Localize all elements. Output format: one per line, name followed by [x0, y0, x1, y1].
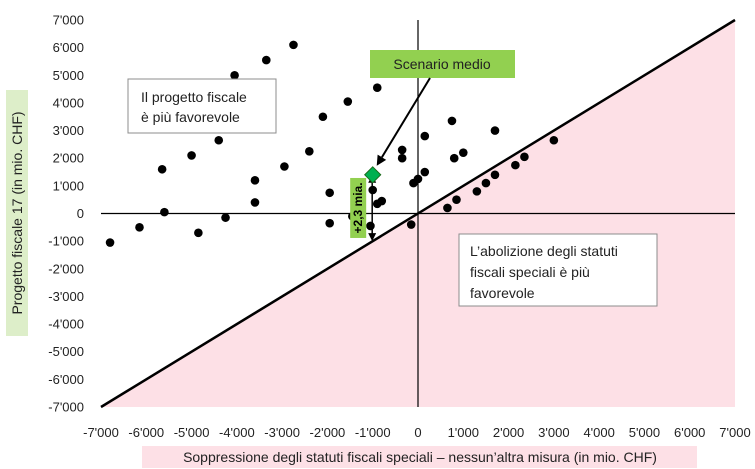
data-point	[194, 228, 203, 238]
annotation-scenario: Scenario medio	[370, 50, 515, 166]
data-point	[135, 223, 144, 232]
bracket-label: +2,3 mia.	[351, 182, 365, 233]
x-tick-label: -1'000	[355, 425, 391, 440]
y-tick-label: 4'000	[53, 95, 84, 110]
data-point	[490, 170, 500, 180]
y-tick-label: -5'000	[48, 344, 84, 359]
y-tick-label: -1'000	[48, 234, 84, 249]
data-point	[221, 213, 230, 222]
y-tick-label: 1'000	[53, 178, 84, 193]
data-point	[420, 167, 430, 177]
data-point	[377, 196, 387, 206]
x-tick-label: 1'000	[448, 425, 479, 440]
x-axis-label: Soppressione degli statuti fiscali speci…	[183, 449, 657, 465]
y-tick-label: -6'000	[48, 372, 84, 387]
data-point	[157, 164, 167, 174]
bracket-arrowhead-bottom	[368, 233, 377, 242]
x-tick-label: -2'000	[310, 425, 346, 440]
data-point	[458, 148, 468, 157]
data-point	[289, 40, 298, 50]
x-tick-label: -5'000	[174, 425, 210, 440]
scenario-marker	[364, 166, 382, 184]
x-tick-label: -4'000	[219, 425, 255, 440]
x-tick-label: 3'000	[538, 425, 569, 440]
data-point	[413, 174, 423, 184]
annotation-bottom-right-line2: fiscali speciali è più	[470, 264, 590, 280]
y-tick-label: 2'000	[53, 151, 84, 166]
y-tick-label: -7'000	[48, 400, 84, 415]
data-point	[160, 207, 169, 217]
data-point	[187, 151, 196, 160]
data-point	[366, 221, 375, 231]
data-point	[250, 198, 260, 207]
data-point	[261, 55, 271, 65]
x-tick-label: 7'000	[719, 425, 750, 440]
data-point	[305, 147, 314, 156]
data-point	[549, 135, 559, 145]
y-tick-label: -2'000	[48, 261, 84, 276]
data-point	[511, 160, 520, 170]
x-axis-title: Soppressione degli statuti fiscali speci…	[142, 446, 697, 468]
x-tick-labels: -7'000 -6'000 -5'000 -4'000 -3'000 -2'000 -1'0…	[83, 425, 751, 440]
x-tick-label: 2'000	[493, 425, 524, 440]
bracket-label-box	[350, 177, 367, 238]
data-point	[449, 153, 459, 163]
data-point	[343, 97, 353, 106]
svg-text:fiscali speciali è più: fiscali speciali è più	[470, 264, 590, 280]
data-point	[472, 187, 482, 196]
annotation-bottom-right: L’abolizione degli statuti fiscali speci…	[458, 233, 658, 307]
svg-text:L’abolizione degli statuti: L’abolizione degli statuti	[470, 243, 618, 259]
x-tick-label: -7'000	[83, 425, 119, 440]
data-point	[447, 116, 457, 126]
y-tick-label: -3'000	[48, 289, 84, 304]
data-point	[325, 188, 334, 198]
y-tick-labels: -7'000 -6'000 -5'000 -4'000 -3'000 -2'000 -1'0…	[48, 13, 84, 415]
data-point	[105, 238, 115, 247]
data-point	[420, 131, 430, 141]
svg-text:è più favorevole: è più favorevole	[141, 109, 240, 125]
annotation-bottom-right-line1: L’abolizione degli statuti	[470, 243, 618, 259]
x-tick-label: -3'000	[264, 425, 300, 440]
y-tick-label: 5'000	[53, 68, 84, 83]
annotation-bottom-right-line3: favorevole	[470, 285, 535, 301]
data-point	[397, 153, 407, 163]
scenario-arrowhead	[376, 154, 387, 166]
scenario-label: Scenario medio	[393, 56, 490, 72]
y-axis-title: Progetto fiscale 17 (in mio. CHF)	[6, 90, 28, 336]
x-tick-label: 6'000	[674, 425, 705, 440]
annotation-top-left: Il progetto fiscale è più favorevole	[127, 78, 277, 134]
y-tick-label: 6'000	[53, 40, 84, 55]
annotation-top-left-line1: Il progetto fiscale	[141, 89, 247, 105]
y-tick-label: -4'000	[48, 317, 84, 332]
diagonal-line	[100, 18, 736, 409]
data-point	[481, 178, 491, 188]
x-tick-label: 0	[414, 425, 421, 440]
data-point	[443, 203, 452, 213]
data-point	[406, 220, 416, 229]
x-tick-label: -6'000	[128, 425, 164, 440]
data-point	[397, 145, 407, 155]
data-point	[214, 135, 224, 145]
data-point	[230, 70, 239, 80]
scenario-arrow	[381, 77, 431, 158]
y-tick-label: 0	[77, 206, 84, 221]
data-point	[325, 218, 334, 228]
x-tick-label: 4'000	[583, 425, 614, 440]
y-axis-label: Progetto fiscale 17 (in mio. CHF)	[9, 111, 25, 314]
y-tick-label: 3'000	[53, 123, 84, 138]
svg-text:Il progetto fiscale: Il progetto fiscale	[141, 89, 247, 105]
x-tick-label: 5'000	[629, 425, 660, 440]
data-point	[280, 162, 289, 171]
data-point	[452, 195, 461, 204]
annotation-top-left-line2: è più favorevole	[141, 109, 240, 125]
data-point	[520, 152, 529, 162]
data-point	[250, 176, 260, 185]
data-point	[372, 83, 382, 93]
svg-text:favorevole: favorevole	[470, 285, 535, 301]
difference-bracket: +2,3 mia.	[350, 174, 377, 242]
data-point	[490, 126, 500, 135]
data-point	[318, 112, 328, 122]
y-tick-label: 7'000	[53, 13, 84, 28]
